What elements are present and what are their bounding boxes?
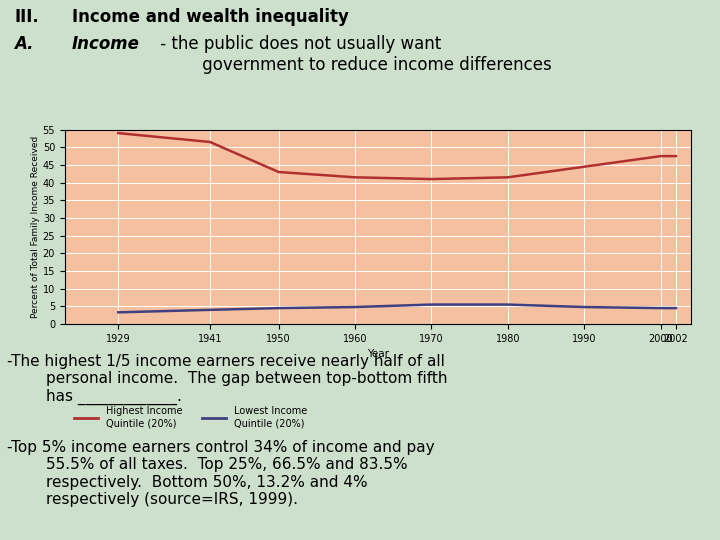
Legend: Highest Income
Quintile (20%), Lowest Income
Quintile (20%): Highest Income Quintile (20%), Lowest In… xyxy=(70,402,311,432)
Text: - the public does not usually want
         government to reduce income differen: - the public does not usually want gover… xyxy=(155,35,552,74)
Y-axis label: Percent of Total Family Income Received: Percent of Total Family Income Received xyxy=(31,136,40,318)
Text: III.: III. xyxy=(14,8,39,26)
Text: -Top 5% income earners control 34% of income and pay
        55.5% of all taxes.: -Top 5% income earners control 34% of in… xyxy=(7,440,435,507)
Text: A.: A. xyxy=(14,35,34,53)
Text: Income: Income xyxy=(72,35,140,53)
X-axis label: Year: Year xyxy=(367,349,389,359)
Text: -The highest 1/5 income earners receive nearly half of all
        personal inco: -The highest 1/5 income earners receive … xyxy=(7,354,448,404)
Text: Income and wealth inequality: Income and wealth inequality xyxy=(72,8,349,26)
